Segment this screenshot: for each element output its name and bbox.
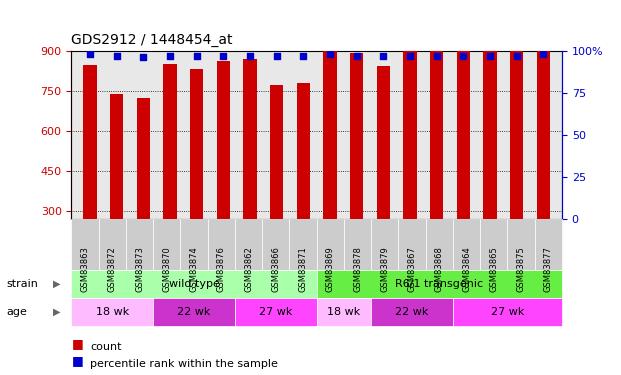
Text: GSM83873: GSM83873 [135, 247, 144, 292]
Text: GSM83872: GSM83872 [108, 247, 117, 292]
Bar [163, 136, 177, 292]
Bar [270, 157, 283, 292]
Bar [190, 69, 204, 219]
Bar [404, 97, 417, 292]
Bar [83, 64, 97, 219]
Point [458, 53, 468, 59]
Bar [110, 94, 124, 219]
Bar [510, 119, 524, 292]
Bar [137, 98, 150, 219]
Bar [137, 171, 150, 292]
Text: GSM83862: GSM83862 [244, 247, 253, 292]
Point [351, 53, 361, 59]
Bar [243, 60, 256, 219]
Point [405, 53, 415, 59]
Bar [243, 132, 256, 292]
Bar [324, 19, 337, 219]
Bar [537, 92, 550, 292]
Text: percentile rank within the sample: percentile rank within the sample [90, 359, 278, 369]
Text: ▶: ▶ [53, 307, 60, 317]
Text: GSM83874: GSM83874 [189, 247, 199, 292]
Point [245, 53, 255, 59]
Text: GSM83863: GSM83863 [81, 247, 89, 292]
Bar [270, 85, 283, 219]
Text: ▶: ▶ [53, 279, 60, 289]
Text: GSM83864: GSM83864 [462, 247, 471, 292]
Text: 27 wk: 27 wk [491, 307, 524, 317]
Bar [537, 19, 550, 219]
Point [112, 53, 122, 59]
Text: 18 wk: 18 wk [96, 307, 129, 317]
Bar [324, 92, 337, 292]
Text: GSM83876: GSM83876 [217, 247, 226, 292]
Bar [83, 137, 97, 292]
Text: GSM83865: GSM83865 [489, 247, 499, 292]
Bar [163, 64, 177, 219]
Text: strain: strain [6, 279, 38, 289]
Bar [217, 62, 230, 219]
Text: GSM83869: GSM83869 [326, 247, 335, 292]
Point [85, 51, 95, 57]
Text: 22 wk: 22 wk [178, 307, 211, 317]
Text: R6/1 transgenic: R6/1 transgenic [396, 279, 483, 289]
Text: GDS2912 / 1448454_at: GDS2912 / 1448454_at [71, 33, 233, 47]
Bar [377, 138, 390, 292]
Bar [297, 83, 310, 219]
Text: ■: ■ [71, 337, 83, 350]
Point [272, 53, 282, 59]
Point [432, 53, 442, 59]
Text: GSM83866: GSM83866 [271, 247, 280, 292]
Text: count: count [90, 342, 122, 352]
Text: ■: ■ [71, 354, 83, 367]
Bar [297, 155, 310, 292]
Point [219, 53, 229, 59]
Text: 18 wk: 18 wk [327, 307, 361, 317]
Text: wild type: wild type [169, 279, 219, 289]
Point [325, 51, 335, 57]
Point [538, 51, 548, 57]
Bar [430, 2, 443, 219]
Text: GSM83870: GSM83870 [162, 247, 171, 292]
Point [165, 53, 175, 59]
Bar [430, 75, 443, 292]
Text: 22 wk: 22 wk [396, 307, 428, 317]
Bar [483, 92, 497, 292]
Bar [217, 134, 230, 292]
Bar [190, 141, 204, 292]
Text: GSM83868: GSM83868 [435, 247, 444, 292]
Bar [350, 53, 363, 219]
Bar [404, 25, 417, 219]
Text: 27 wk: 27 wk [259, 307, 292, 317]
Bar [350, 126, 363, 292]
Bar [510, 46, 524, 219]
Text: GSM83867: GSM83867 [407, 247, 417, 292]
Text: GSM83875: GSM83875 [517, 247, 525, 292]
Bar [110, 166, 124, 292]
Text: GSM83878: GSM83878 [353, 247, 362, 292]
Text: GSM83877: GSM83877 [544, 247, 553, 292]
Bar [483, 19, 497, 219]
Text: GSM83879: GSM83879 [380, 247, 389, 292]
Point [138, 54, 148, 60]
Point [378, 53, 388, 59]
Bar [377, 66, 390, 219]
Point [192, 53, 202, 59]
Bar [456, 92, 470, 292]
Text: age: age [6, 307, 27, 317]
Text: GSM83871: GSM83871 [299, 247, 307, 292]
Point [512, 53, 522, 59]
Point [299, 53, 309, 59]
Bar [456, 20, 470, 219]
Point [485, 53, 495, 59]
